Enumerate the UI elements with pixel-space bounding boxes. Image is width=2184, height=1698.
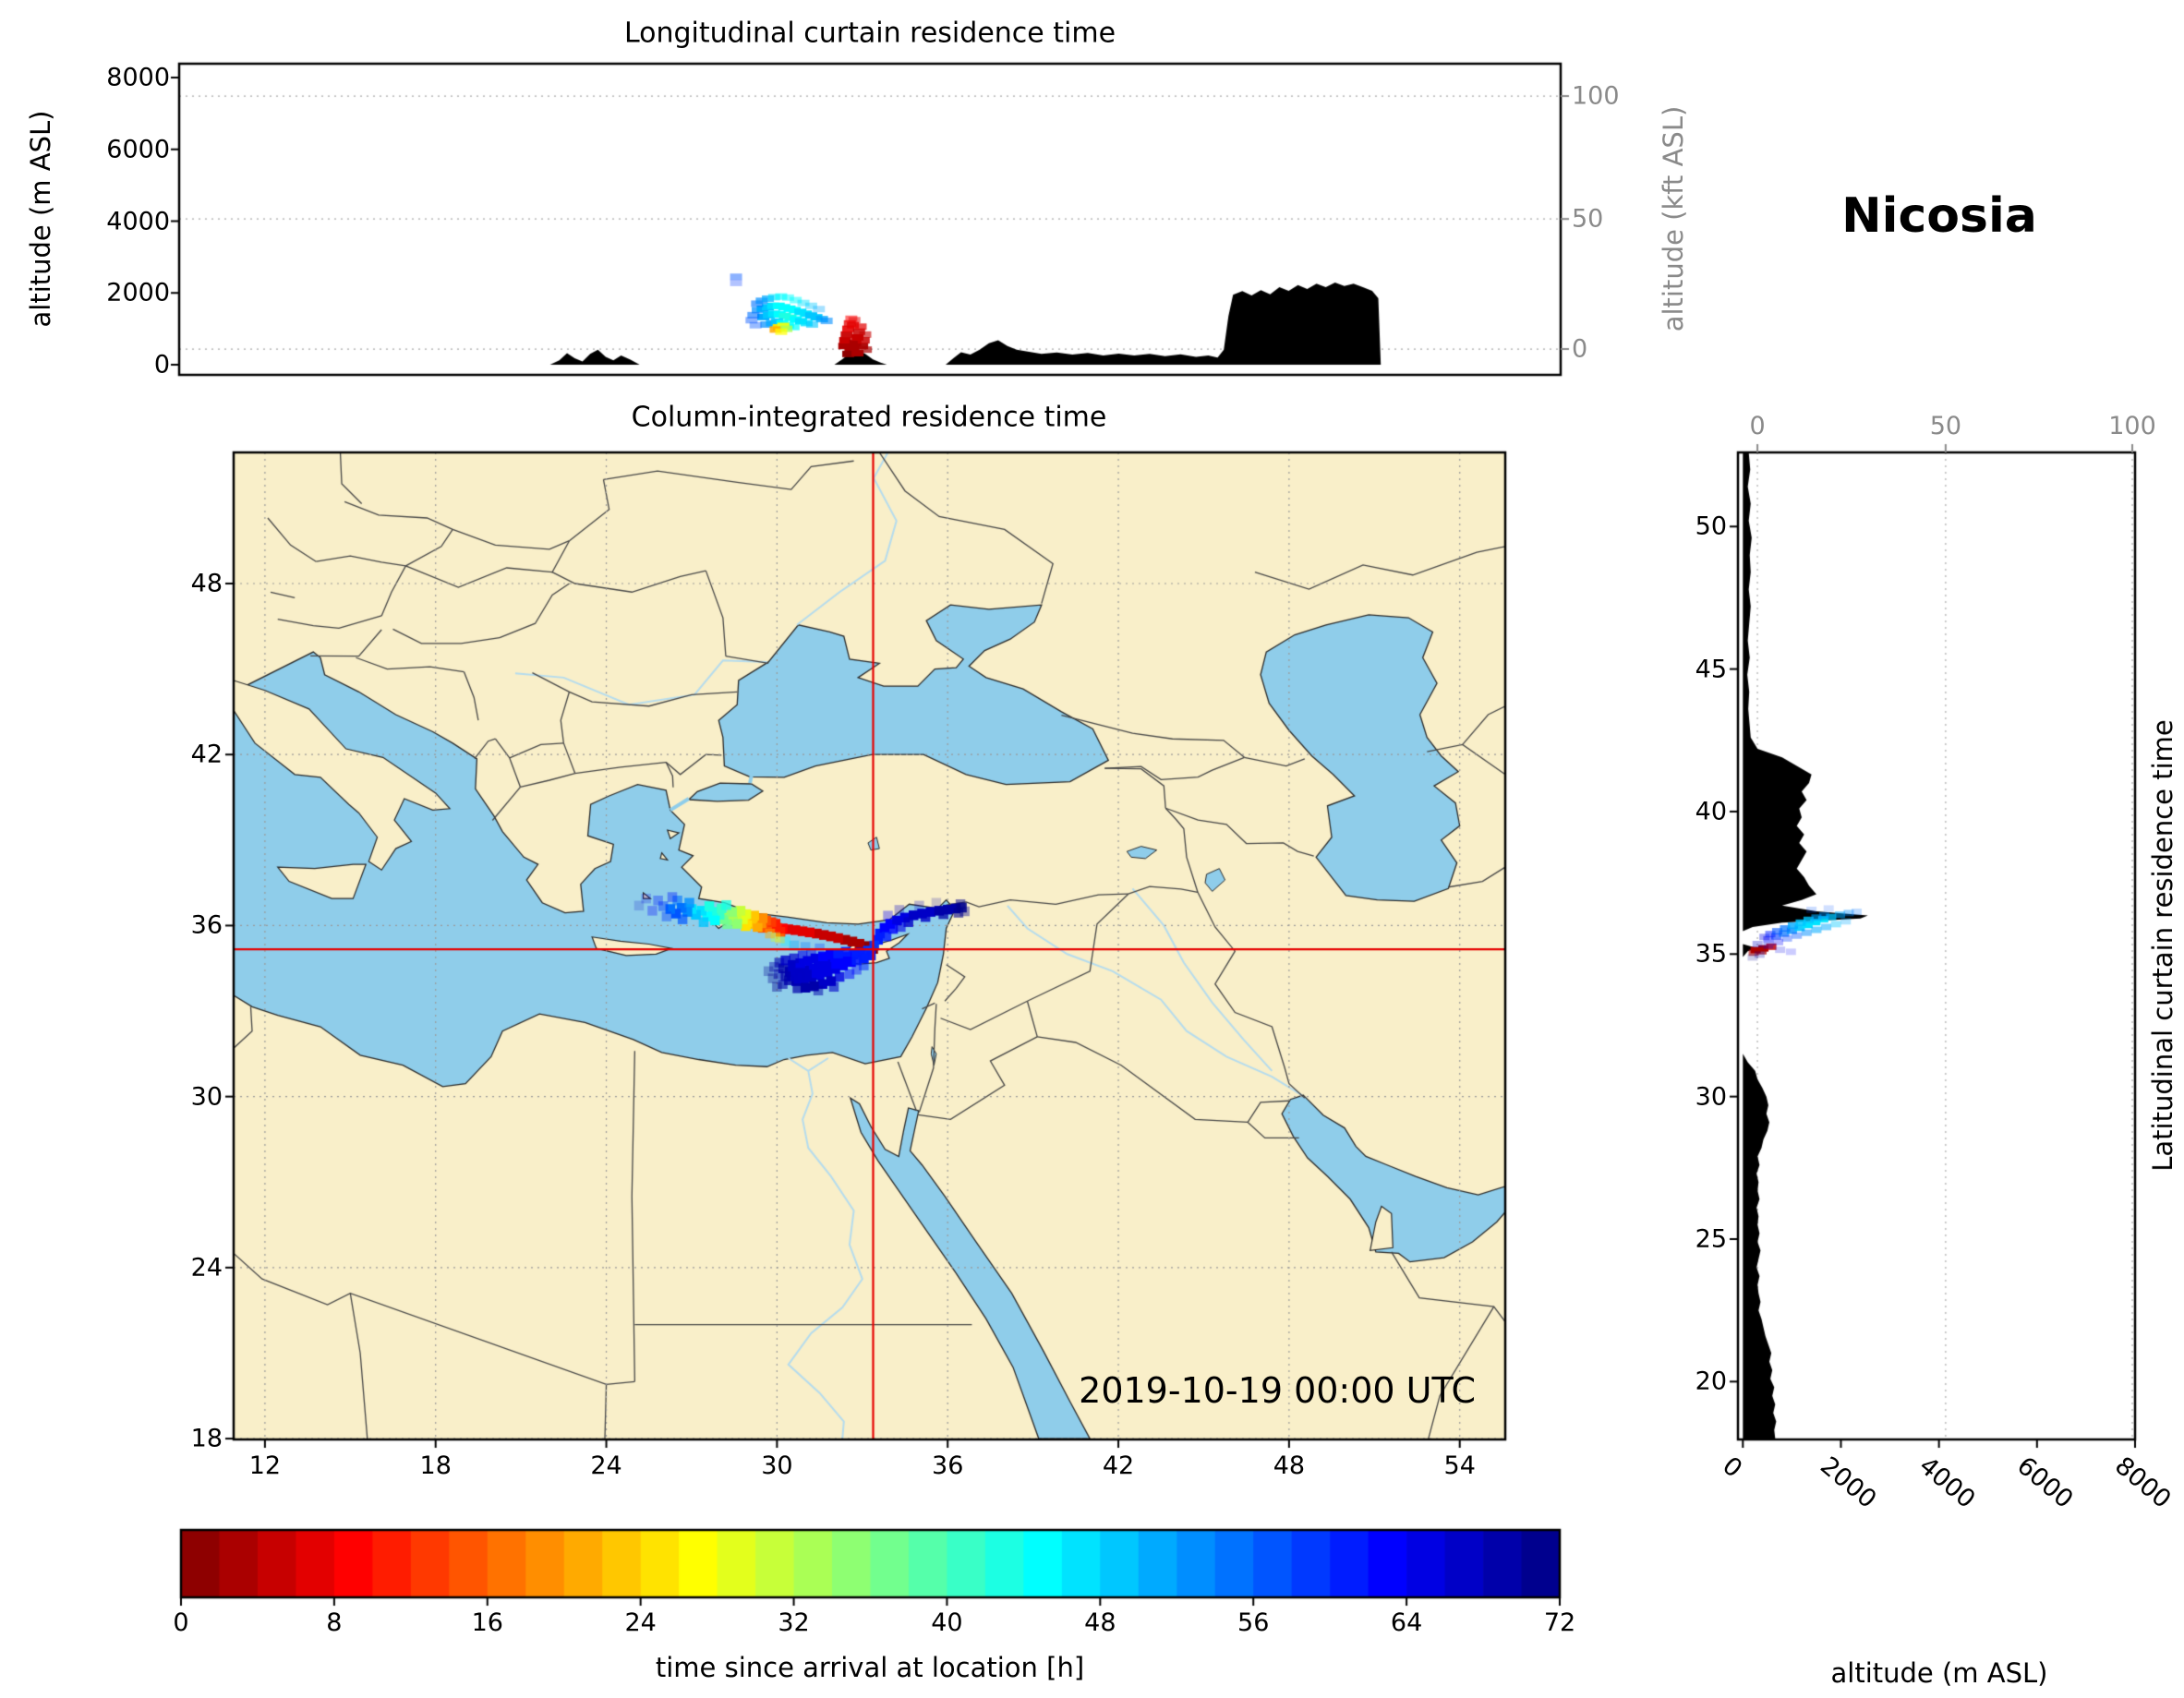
right-panel-ylabel: Latitudinal curtain residence time <box>2147 719 2178 1172</box>
tick-label: 4000 <box>106 207 170 235</box>
station-title: Nicosia <box>1841 188 2037 244</box>
tick-label: 48 <box>1084 1608 1116 1637</box>
tick-label: 54 <box>1443 1451 1476 1480</box>
tick-label: 24 <box>624 1608 657 1637</box>
tick-label: 12 <box>248 1451 282 1480</box>
map-title: Column-integrated residence time <box>631 401 1107 434</box>
tick-label: 40 <box>1695 797 1727 826</box>
tick-label: 40 <box>931 1608 963 1637</box>
tick-label: 48 <box>1273 1451 1306 1480</box>
tick-label: 0 <box>173 1608 189 1637</box>
tick-label: 42 <box>1102 1451 1135 1480</box>
tick-label: 30 <box>761 1451 793 1480</box>
top-panel-title: Longitudinal curtain residence time <box>623 17 1116 50</box>
tick-label: 64 <box>1390 1608 1423 1637</box>
tick-label: 32 <box>778 1608 810 1637</box>
tick-label: 48 <box>190 569 223 598</box>
timestamp-label: 2019-10-19 00:00 UTC <box>1079 1370 1476 1411</box>
tick-label: 6000 <box>106 135 170 164</box>
tick-label: 100 <box>2108 412 2156 440</box>
tick-label: 72 <box>1543 1608 1576 1637</box>
tick-label: 36 <box>190 910 223 940</box>
tick-label: 0 <box>1572 334 1588 364</box>
top-panel-y2label: altitude (kft ASL) <box>1658 105 1689 332</box>
tick-label: 24 <box>190 1253 223 1283</box>
tick-label: 18 <box>419 1451 452 1480</box>
tick-label: 0 <box>153 350 170 379</box>
tick-label: 50 <box>1929 412 1962 440</box>
tick-label: 8000 <box>106 63 170 92</box>
tick-label: 36 <box>932 1451 964 1480</box>
tick-label: 50 <box>1695 512 1727 541</box>
tick-label: 56 <box>1237 1608 1270 1637</box>
tick-label: 42 <box>190 740 223 769</box>
right-panel-xlabel: altitude (m ASL) <box>1830 1657 2048 1689</box>
tick-label: 2000 <box>106 278 170 307</box>
tick-label: 100 <box>1572 81 1620 111</box>
tick-label: 30 <box>1695 1082 1727 1112</box>
tick-label: 50 <box>1572 204 1604 234</box>
tick-label: 45 <box>1695 655 1727 684</box>
tick-label: 18 <box>190 1424 223 1453</box>
tick-label: 0 <box>1749 412 1766 440</box>
colorbar-label: time since arrival at location [h] <box>655 1652 1085 1683</box>
tick-label: 8 <box>326 1608 343 1637</box>
tick-label: 25 <box>1695 1224 1727 1254</box>
tick-label: 35 <box>1695 939 1727 969</box>
tick-label: 30 <box>190 1082 223 1112</box>
tick-label: 24 <box>590 1451 622 1480</box>
tick-label: 20 <box>1695 1367 1727 1396</box>
top-panel-ylabel: altitude (m ASL) <box>25 110 56 328</box>
tick-label: 16 <box>471 1608 503 1637</box>
